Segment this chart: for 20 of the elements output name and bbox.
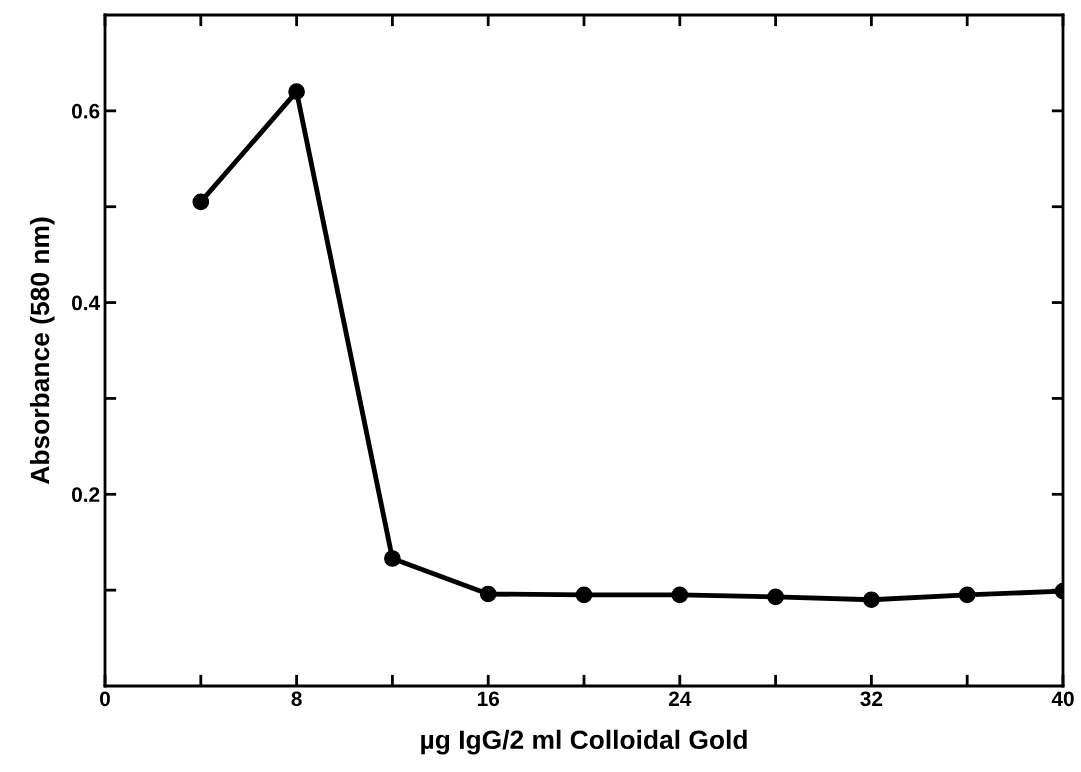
- x-tick-label: 40: [1051, 691, 1074, 707]
- y-tick-label: 0.6: [72, 103, 100, 119]
- y-axis-title: Absorbance (580 nm): [29, 217, 55, 485]
- point: [958, 586, 976, 604]
- point: [767, 588, 784, 606]
- x-tick-label: 8: [291, 691, 302, 707]
- point: [863, 591, 880, 609]
- x-tick-label: 16: [477, 691, 500, 707]
- x-axis-title: µg IgG/2 ml Colloidal Gold: [421, 729, 747, 755]
- point: [575, 586, 593, 604]
- y-tick-label: 0.2: [72, 487, 100, 503]
- point: [479, 585, 497, 603]
- y-tick-label: 0.4: [72, 295, 101, 311]
- point: [384, 550, 401, 567]
- point: [288, 83, 305, 101]
- point: [192, 193, 210, 211]
- x-tick-label: 32: [860, 691, 883, 707]
- point: [671, 586, 689, 604]
- x-tick-label: 0: [100, 691, 110, 707]
- x-tick-label: 24: [668, 691, 692, 706]
